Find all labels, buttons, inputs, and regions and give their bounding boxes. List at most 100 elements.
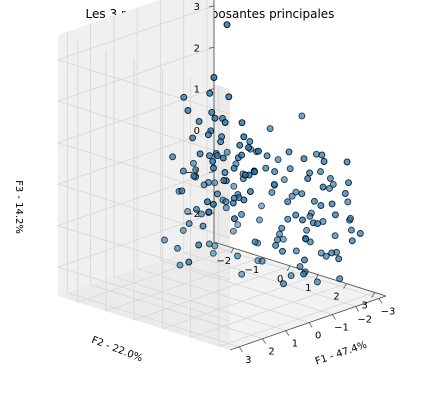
data-point: [239, 120, 245, 126]
data-point: [196, 118, 202, 124]
data-point: [206, 241, 212, 247]
data-point: [311, 198, 317, 204]
x-tick-mark: [332, 315, 335, 320]
x-tick-label: 3: [245, 355, 251, 366]
data-point: [210, 201, 216, 207]
y-tick-label: 3: [362, 300, 368, 311]
data-point: [220, 155, 226, 161]
y-tick-label: −1: [245, 265, 260, 276]
data-point: [201, 182, 207, 188]
data-point: [246, 145, 252, 151]
z-tick-label: 3: [194, 2, 200, 13]
data-point: [272, 169, 278, 175]
data-point: [323, 253, 329, 259]
data-point: [285, 216, 291, 222]
data-point: [337, 276, 343, 282]
data-point: [186, 259, 192, 265]
data-point: [179, 188, 185, 194]
data-point: [263, 165, 269, 171]
data-point: [235, 253, 241, 259]
data-point: [209, 109, 215, 115]
data-point: [230, 200, 236, 206]
data-point: [289, 193, 295, 199]
data-point: [319, 152, 325, 158]
data-point: [252, 169, 258, 175]
data-point: [279, 225, 285, 231]
data-point: [304, 227, 310, 233]
data-point: [293, 212, 299, 218]
data-point: [269, 189, 275, 195]
data-point: [198, 211, 204, 217]
data-point: [288, 273, 294, 279]
data-point: [214, 153, 220, 159]
data-point: [193, 167, 199, 173]
x-tick-mark: [356, 306, 359, 311]
data-point: [287, 166, 293, 172]
data-point: [303, 236, 309, 242]
data-point: [313, 151, 319, 157]
data-point: [230, 228, 236, 234]
data-point: [180, 168, 186, 174]
data-point: [222, 170, 228, 176]
data-point: [200, 223, 206, 229]
data-point: [197, 151, 203, 157]
data-point: [215, 191, 221, 197]
data-point: [281, 281, 287, 287]
data-point: [218, 139, 224, 145]
y-tick-label: −2: [216, 256, 231, 267]
data-point: [231, 165, 237, 171]
data-point: [327, 185, 333, 191]
x-tick-label: −1: [334, 323, 349, 334]
x-tick-mark: [286, 331, 289, 336]
x-axis-label: F1 - 47.4%: [314, 340, 369, 368]
data-point: [190, 135, 196, 141]
data-point: [180, 227, 186, 233]
data-point: [280, 248, 286, 254]
x-tick-label: 0: [315, 331, 321, 342]
data-point: [224, 22, 230, 28]
data-point: [231, 183, 237, 189]
x-tick-mark: [309, 323, 312, 328]
data-point: [299, 191, 305, 197]
data-point: [191, 160, 197, 166]
data-point: [307, 213, 313, 219]
data-point: [275, 157, 281, 163]
data-point: [191, 173, 197, 179]
data-point: [170, 154, 176, 160]
data-point: [301, 156, 307, 162]
data-point: [275, 237, 281, 243]
data-point: [305, 176, 311, 182]
data-point: [235, 222, 241, 228]
data-point: [348, 227, 354, 233]
data-point: [205, 132, 211, 138]
data-point: [257, 217, 263, 223]
data-point: [277, 231, 283, 237]
z-axis-label: F3 - 14.2%: [13, 180, 24, 234]
data-point: [211, 165, 217, 171]
data-point: [327, 175, 333, 181]
data-point: [332, 233, 338, 239]
data-point: [239, 211, 245, 217]
data-point: [212, 115, 218, 121]
z-tick-label: 2: [194, 43, 200, 54]
x-tick-mark: [239, 347, 242, 352]
data-point: [232, 216, 238, 222]
data-point: [344, 159, 350, 165]
x-tick-label: −3: [381, 306, 396, 317]
data-point: [242, 172, 248, 178]
data-point: [226, 94, 232, 100]
data-point: [221, 178, 227, 184]
data-point: [349, 238, 355, 244]
data-point: [207, 90, 213, 96]
data-point: [342, 191, 348, 197]
data-point: [357, 231, 363, 237]
data-point: [259, 258, 265, 264]
data-point: [285, 199, 291, 205]
data-point: [162, 237, 168, 243]
data-point: [207, 153, 213, 159]
data-point: [241, 197, 247, 203]
y-axis-label: F2 - 22.0%: [90, 335, 144, 365]
data-point: [315, 221, 321, 227]
data-point: [175, 245, 181, 251]
